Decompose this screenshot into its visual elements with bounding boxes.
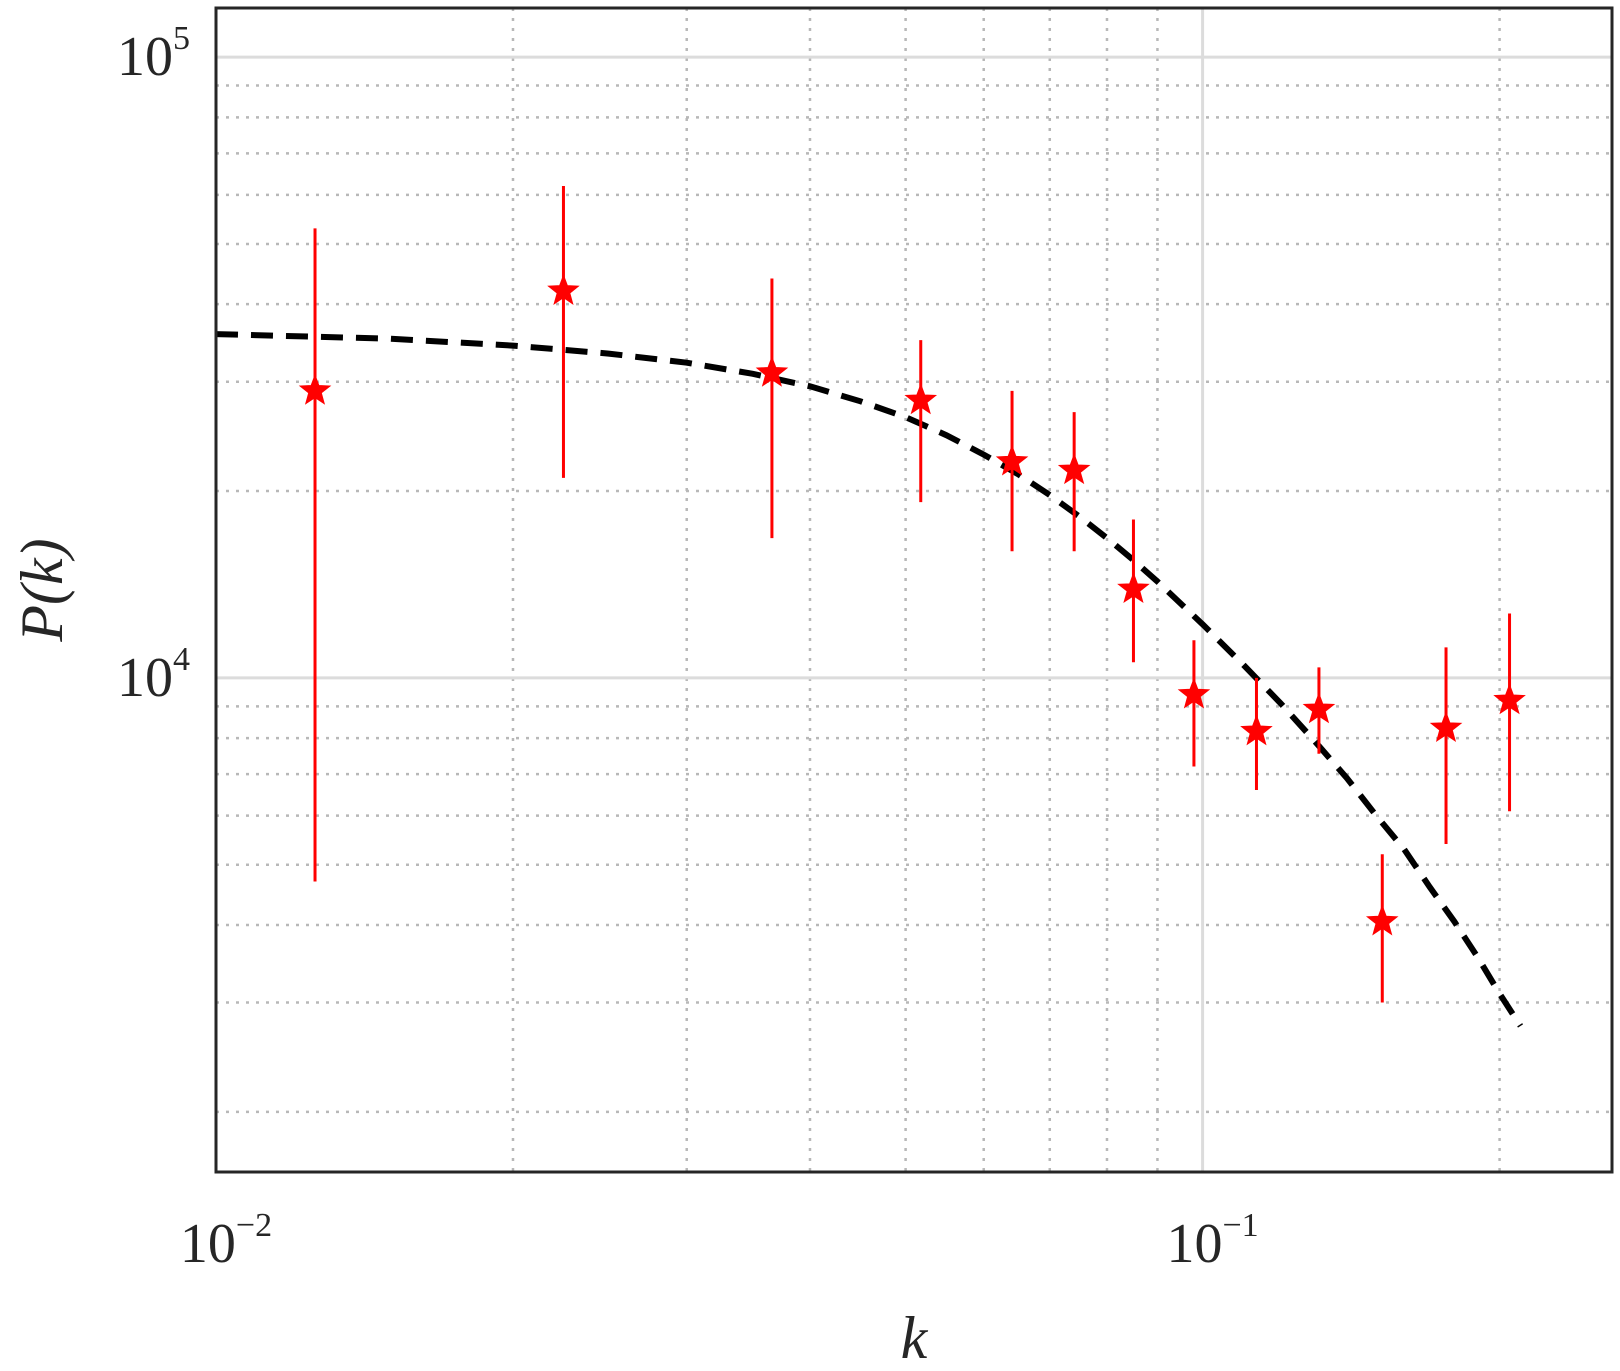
plot-background [216, 8, 1612, 1172]
y-tick-label: 105 [117, 20, 190, 88]
data-point-star [1365, 904, 1399, 936]
y-axis-label: P(k) [9, 538, 75, 642]
data-point-star [1240, 714, 1273, 746]
data-point-star [995, 444, 1029, 476]
plot-frame [214, 6, 1614, 1174]
data-point-star [1177, 677, 1211, 709]
data-point-star [1302, 692, 1336, 724]
y-tick-label: 104 [117, 641, 190, 709]
axis-ticks: 10−2 10−1 104 105 [117, 20, 1259, 1275]
data-point-star [755, 355, 789, 387]
data-point-star [547, 273, 580, 305]
data-points-layer [298, 186, 1526, 1003]
data-point-star [904, 383, 938, 415]
x-tick-label: 10−2 [180, 1207, 272, 1275]
x-tick-label: 10−1 [1166, 1207, 1258, 1275]
grid [214, 8, 1612, 1172]
x-axis-label: k [901, 1305, 929, 1371]
data-point-star [1429, 711, 1463, 743]
model-curve-layer [215, 331, 1524, 1028]
data-point-star [1057, 453, 1091, 485]
model-curve [215, 331, 1524, 1028]
data-point-star [1493, 683, 1526, 715]
data-point-star [298, 373, 332, 405]
axis-labels: k P(k) [9, 538, 929, 1371]
data-point-star [1117, 572, 1150, 604]
